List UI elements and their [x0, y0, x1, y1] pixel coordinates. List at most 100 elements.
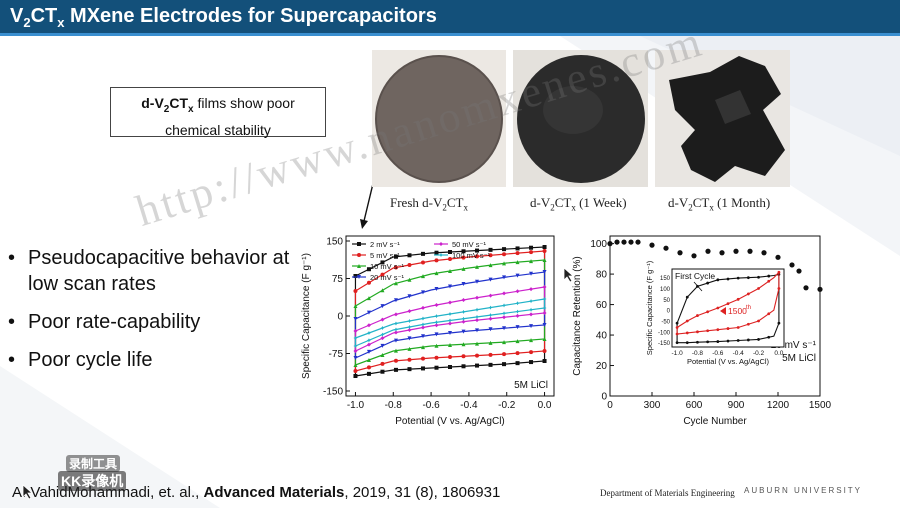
- cv-series-marker: [529, 312, 534, 317]
- cv-series-marker: [448, 355, 452, 359]
- x-tick-label: 1500: [809, 400, 832, 411]
- cv-series-marker: [407, 253, 412, 258]
- cv-series-marker: [434, 323, 439, 328]
- cv-series-marker: [475, 248, 480, 253]
- cv-series-marker: [529, 307, 534, 312]
- retention-point: [677, 250, 683, 256]
- cv-series-marker: [448, 331, 452, 335]
- inset-series-marker: [757, 319, 760, 323]
- inset-label-1500th-sup: th: [746, 305, 751, 311]
- cv-series-marker: [353, 336, 358, 340]
- cv-series-marker: [380, 260, 385, 265]
- cv-series-marker: [515, 339, 520, 344]
- department-label: Department of Materials Engineering: [600, 488, 735, 498]
- inset-series-marker: [746, 276, 750, 280]
- inset-series-marker: [757, 287, 760, 290]
- inset-series-marker: [716, 328, 720, 332]
- bullet-list: Pseudocapacitive behavior at low scan ra…: [6, 245, 308, 385]
- legend-marker: [357, 253, 361, 257]
- cv-series-marker: [529, 259, 534, 264]
- cv-series-marker: [420, 334, 425, 339]
- inset-y-tick-label: -150: [658, 341, 671, 347]
- retention-annotation-rate: 20 mV s⁻¹: [771, 340, 817, 351]
- cv-series-marker: [475, 254, 480, 259]
- cv-series-marker: [434, 287, 439, 291]
- y-tick-label: 0: [601, 392, 607, 403]
- cv-series-marker: [353, 317, 358, 321]
- cv-legend: 2 mV s⁻¹ 5 mV s⁻¹ 10 mV s⁻¹ 20 mV s⁻¹ 50 mV …: [352, 240, 491, 282]
- cv-series-marker: [393, 321, 398, 326]
- inset-series-marker: [757, 275, 760, 279]
- cv-series-marker: [434, 258, 439, 263]
- cv-series-marker: [515, 246, 520, 251]
- inset-series-marker: [706, 340, 710, 344]
- inset-series-marker: [726, 302, 730, 306]
- cv-series-marker: [461, 266, 466, 271]
- cv-series-marker: [353, 289, 358, 293]
- x-tick-label: 600: [686, 400, 703, 411]
- cv-series-marker: [420, 251, 425, 256]
- cv-series-marker: [434, 365, 439, 370]
- cv-series-marker: [380, 361, 385, 366]
- inset-series-marker: [685, 341, 689, 345]
- retention-point: [621, 239, 627, 245]
- cv-series-marker: [353, 329, 358, 333]
- cv-series-marker: [542, 270, 547, 274]
- cv-series-marker: [393, 330, 398, 335]
- x-tick-label: -0.2: [498, 400, 516, 411]
- cv-series-marker: [515, 309, 520, 314]
- inset-series-marker: [746, 322, 750, 326]
- legend-marker: [357, 264, 361, 268]
- cv-series-marker: [475, 295, 480, 300]
- cv-series-marker: [407, 263, 412, 267]
- cv-series-marker: [420, 290, 425, 295]
- retention-annotation-electrolyte: 5M LiCl: [782, 353, 816, 364]
- cv-series-marker: [434, 314, 439, 319]
- cv-series-marker: [542, 311, 547, 315]
- cv-series-marker: [393, 281, 398, 286]
- inset-series-marker: [685, 295, 689, 299]
- inset-series-marker: [736, 326, 740, 329]
- x-tick-label: 1200: [767, 400, 790, 411]
- x-tick-label: 900: [728, 400, 745, 411]
- cv-series-marker: [529, 245, 534, 250]
- inset-series-marker: [675, 326, 679, 329]
- inset-series-marker: [736, 339, 740, 342]
- inset-x-tick-label: -0.6: [712, 350, 724, 357]
- cv-series-marker: [393, 312, 398, 317]
- cv-series-marker: [488, 313, 493, 318]
- cv-series-marker: [475, 341, 480, 346]
- x-tick-label: -0.8: [385, 400, 403, 411]
- inset-series-marker: [696, 330, 699, 334]
- cv-series-marker: [502, 311, 507, 316]
- cv-series-marker: [448, 312, 452, 316]
- y-tick-label: 20: [596, 361, 608, 372]
- cv-series-marker: [515, 313, 520, 318]
- x-axis-label: Potential (V vs. Ag/AgCl): [395, 416, 505, 427]
- cv-series-marker: [434, 271, 439, 276]
- recorder-watermark-line1: 录制工具: [66, 455, 121, 472]
- cv-annotation: 5M LiCl: [514, 380, 548, 391]
- inset-y-axis-label: Specific Capacitance (F g⁻¹): [645, 260, 654, 355]
- legend-label: 50 mV s⁻¹: [452, 240, 486, 249]
- inset-series-marker: [767, 335, 771, 339]
- cv-series-marker: [407, 294, 412, 299]
- cv-series-marker: [461, 354, 466, 359]
- retention-point: [663, 245, 669, 251]
- legend-label: 20 mV s⁻¹: [370, 273, 404, 282]
- cv-series-marker: [366, 371, 371, 376]
- inset-label-first-cycle: First Cycle: [675, 271, 715, 281]
- inset-series-marker: [746, 292, 750, 296]
- retention-point: [628, 239, 634, 245]
- retention-series: [607, 239, 823, 292]
- cv-series-marker: [515, 251, 520, 256]
- cv-series-marker: [420, 316, 425, 321]
- cv-series-marker: [542, 323, 547, 327]
- cv-series-marker: [475, 307, 480, 312]
- photo-fresh-film: [372, 50, 506, 187]
- inset-series-marker: [696, 314, 699, 317]
- title-accent-line: [0, 33, 900, 36]
- cv-series-marker: [420, 274, 425, 279]
- cv-series-marker: [502, 303, 507, 308]
